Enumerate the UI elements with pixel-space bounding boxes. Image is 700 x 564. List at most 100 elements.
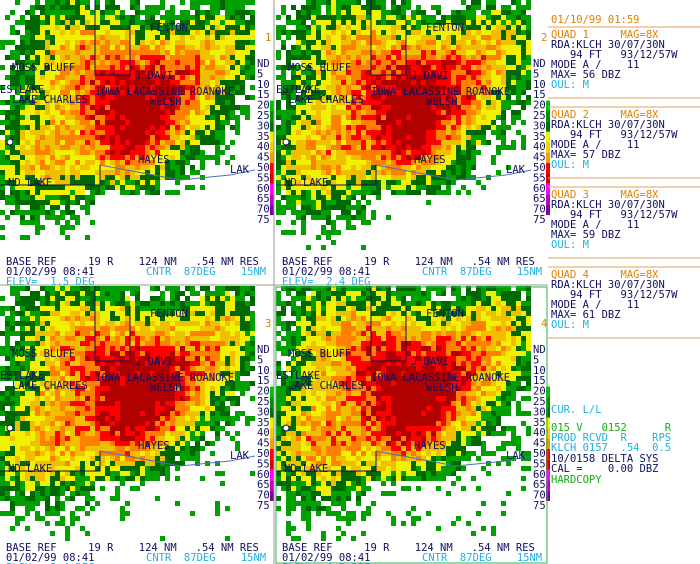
radar-cell xyxy=(10,130,15,135)
radar-cell xyxy=(486,5,491,10)
radar-cell xyxy=(411,165,416,170)
radar-cell xyxy=(220,381,225,386)
radar-cell xyxy=(351,120,356,125)
radar-cell xyxy=(120,311,125,316)
radar-cell xyxy=(376,75,381,80)
radar-cell xyxy=(451,135,456,140)
radar-cell xyxy=(100,376,105,381)
radar-cell xyxy=(140,391,145,396)
radar-cell xyxy=(85,5,90,10)
radar-cell xyxy=(10,185,15,190)
radar-cell xyxy=(115,5,120,10)
radar-cell xyxy=(215,45,220,50)
radar-cell xyxy=(55,321,60,326)
radar-cell xyxy=(411,175,416,180)
radar-cell xyxy=(501,10,506,15)
radar-cell xyxy=(306,65,311,70)
radar-cell xyxy=(65,391,70,396)
radar-cell xyxy=(421,170,426,175)
radar-cell xyxy=(170,40,175,45)
radar-cell xyxy=(40,25,45,30)
radar-cell xyxy=(471,100,476,105)
radar-cell xyxy=(90,185,95,190)
radar-cell xyxy=(150,356,155,361)
radar-cell xyxy=(291,105,296,110)
radar-cell xyxy=(336,10,341,15)
radar-cell xyxy=(85,80,90,85)
radar-cell xyxy=(60,125,65,130)
radar-cell xyxy=(110,170,115,175)
radar-cell xyxy=(35,316,40,321)
radar-cell xyxy=(516,40,521,45)
radar-cell xyxy=(125,15,130,20)
radar-cell xyxy=(85,20,90,25)
radar-cell xyxy=(70,326,75,331)
radar-cell xyxy=(245,70,250,75)
radar-cell xyxy=(491,90,496,95)
radar-cell xyxy=(80,190,85,195)
radar-cell xyxy=(120,95,125,100)
radar-cell xyxy=(175,160,180,165)
radar-cell xyxy=(175,301,180,306)
radar-cell xyxy=(0,401,5,406)
radar-cell xyxy=(401,5,406,10)
radar-cell xyxy=(316,205,321,210)
radar-cell xyxy=(351,0,356,5)
radar-cell xyxy=(50,361,55,366)
radar-cell xyxy=(316,125,321,130)
radar-cell xyxy=(35,396,40,401)
radar-cell xyxy=(30,115,35,120)
radar-cell xyxy=(366,130,371,135)
radar-cell xyxy=(60,411,65,416)
radar-cell xyxy=(40,45,45,50)
radar-cell xyxy=(75,85,80,90)
radar-cell xyxy=(321,90,326,95)
radar-cell xyxy=(140,336,145,341)
radar-cell xyxy=(346,205,351,210)
radar-cell xyxy=(85,180,90,185)
radar-cell xyxy=(346,125,351,130)
radar-cell xyxy=(175,70,180,75)
radar-cell xyxy=(406,120,411,125)
radar-cell xyxy=(235,50,240,55)
radar-cell xyxy=(170,30,175,35)
radar-cell xyxy=(346,135,351,140)
radar-cell xyxy=(230,376,235,381)
radar-cell xyxy=(115,30,120,35)
radar-cell xyxy=(491,55,496,60)
radar-cell xyxy=(406,110,411,115)
radar-cell xyxy=(301,155,306,160)
radar-cell xyxy=(165,406,170,411)
radar-cell xyxy=(371,5,376,10)
radar-cell xyxy=(125,170,130,175)
radar-cell xyxy=(75,376,80,381)
radar-cell xyxy=(80,376,85,381)
radar-cell xyxy=(15,90,20,95)
radar-cell xyxy=(506,50,511,55)
radar-cell xyxy=(30,180,35,185)
radar-cell xyxy=(70,381,75,386)
radar-cell xyxy=(150,120,155,125)
radar-cell xyxy=(341,215,346,220)
radar-cell xyxy=(160,376,165,381)
radar-cell xyxy=(25,135,30,140)
radar-cell xyxy=(215,331,220,336)
scale-label: 70 xyxy=(533,204,546,216)
radar-cell xyxy=(411,100,416,105)
radar-cell xyxy=(386,30,391,35)
scale-swatch xyxy=(546,111,550,122)
radar-cell xyxy=(461,175,466,180)
radar-cell xyxy=(456,160,461,165)
radar-cell xyxy=(366,85,371,90)
radar-cell xyxy=(90,391,95,396)
radar-cell xyxy=(130,95,135,100)
radar-cell xyxy=(381,45,386,50)
radar-cell xyxy=(296,70,301,75)
radar-cell xyxy=(200,85,205,90)
radar-cell xyxy=(190,381,195,386)
radar-cell xyxy=(140,70,145,75)
radar-cell xyxy=(501,145,506,150)
radar-cell xyxy=(306,15,311,20)
radar-cell xyxy=(466,40,471,45)
radar-cell xyxy=(286,85,291,90)
